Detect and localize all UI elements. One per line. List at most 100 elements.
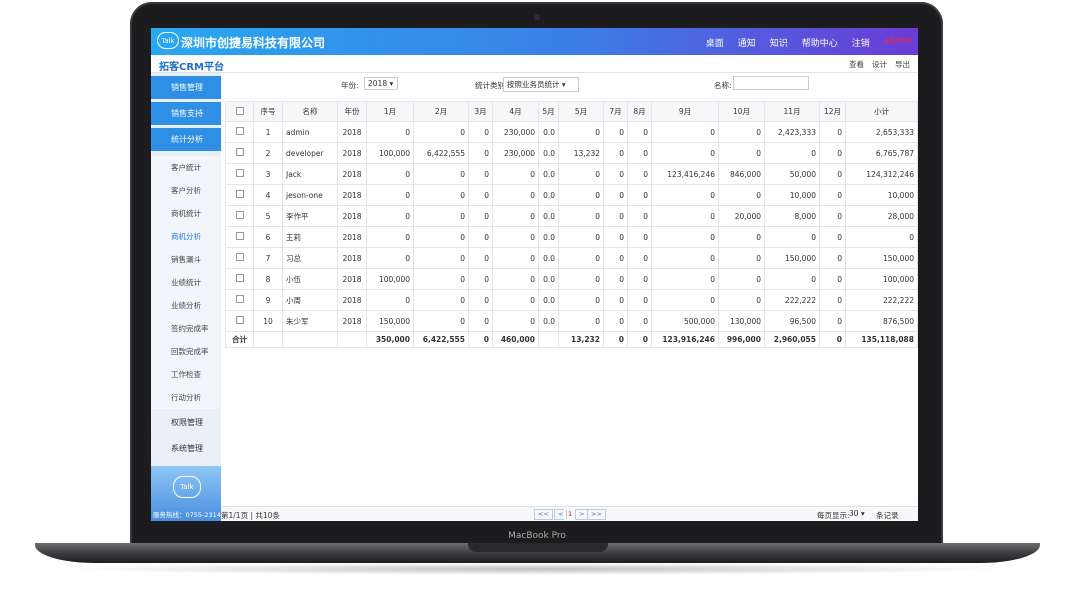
cell: 8,000 [764, 205, 820, 227]
checkbox-cell [225, 268, 254, 290]
per-page-suffix: 条记录 [876, 511, 899, 520]
category-select[interactable]: 按照业务员统计 ▾ [503, 77, 579, 92]
menu-item[interactable]: 回款完成率 [151, 340, 221, 363]
column-header: 10月 [718, 101, 765, 122]
total-cell: 13,232 [558, 331, 604, 348]
cell: 0 [558, 247, 604, 269]
table-row: 6 王莉 2018 0 0 0 0 0.0 0 0 0 0 0 0 0 0 [225, 226, 918, 248]
nav-item[interactable]: 注销 [851, 39, 870, 49]
screen: Talk 深圳市创捷易科技有限公司 桌面 通知 知识 帮助中心 注销 admin 拓客CR… [151, 28, 918, 521]
table-row: 8 小伍 2018 100,000 0 0 0 0.0 0 0 0 0 0 0 0 100,000 [225, 268, 918, 290]
menu-group[interactable]: 统计分析 [151, 128, 221, 151]
name-label: 名称: [714, 81, 732, 90]
per-page-value: 30 [849, 509, 859, 518]
total-cell: 2,960,055 [764, 331, 820, 348]
empty-cell [282, 331, 338, 348]
action[interactable]: 导出 [895, 60, 910, 69]
checkbox-cell [225, 289, 254, 311]
year-label: 年份: [341, 81, 359, 90]
checkbox[interactable] [235, 274, 244, 282]
checkbox[interactable] [235, 232, 244, 240]
column-header: 1月 [366, 101, 414, 122]
menu-group[interactable]: 销售管理 [151, 76, 221, 99]
filters: 年份: 2018 ▾ 统计类别: 按照业务员统计 ▾ 名称: [221, 74, 918, 94]
prev-page[interactable]: < [554, 509, 568, 520]
cell: 0 [718, 247, 765, 269]
name-input[interactable] [733, 76, 809, 90]
checkbox[interactable] [235, 295, 244, 303]
checkbox[interactable] [235, 253, 244, 261]
menu-item[interactable]: 业绩分析 [151, 294, 221, 317]
sidebar: Talk 服务热线：0755-23140172 销售管理销售支持统计分析客户统计… [151, 73, 237, 521]
nav-item[interactable]: admin [883, 36, 912, 46]
column-header: 4月 [492, 101, 539, 122]
action[interactable]: 查看 [849, 60, 864, 69]
checkbox[interactable] [235, 316, 244, 324]
cell: 0 [819, 121, 846, 143]
cell: 10,000 [764, 184, 820, 206]
cell: 100,000 [366, 142, 414, 164]
menu-item[interactable]: 签约完成率 [151, 317, 221, 340]
page-info: 第1/1页 | 共10条 [221, 511, 280, 520]
cell: 朱少军 [282, 310, 338, 332]
nav-item[interactable]: 帮助中心 [801, 39, 838, 49]
first-page[interactable]: << [534, 509, 553, 520]
cell: 0 [492, 226, 539, 248]
column-header: 年份 [337, 101, 367, 122]
menu-item[interactable]: 商机统计 [151, 202, 221, 225]
cell: 0 [468, 289, 493, 311]
cell: 0.0 [538, 289, 559, 311]
cell: 李作平 [282, 205, 338, 227]
year-select[interactable]: 2018 ▾ [364, 77, 398, 90]
cell: 0 [366, 121, 414, 143]
last-page[interactable]: >> [587, 509, 606, 520]
empty-cell [337, 331, 367, 348]
cell: 0 [603, 226, 628, 248]
menu-item[interactable]: 业绩统计 [151, 271, 221, 294]
checkbox[interactable] [235, 148, 244, 156]
cell: 6,765,787 [845, 142, 918, 164]
total-cell: 135,118,088 [845, 331, 918, 348]
nav-item[interactable]: 知识 [769, 39, 788, 49]
cell: 0 [764, 142, 820, 164]
checkbox[interactable] [235, 211, 244, 219]
cell: 0 [627, 289, 652, 311]
menu-item[interactable]: 客户分析 [151, 179, 221, 202]
checkbox[interactable] [235, 169, 244, 177]
cell: 0 [413, 268, 469, 290]
menu-item[interactable]: 工作检查 [151, 363, 221, 386]
logo-text: Talk [173, 476, 201, 498]
sidebar-logo: Talk 服务热线：0755-23140172 [151, 466, 237, 521]
total-cell: 6,422,555 [413, 331, 469, 348]
total-cell: 0 [468, 331, 493, 348]
total-cell: 123,916,246 [651, 331, 719, 348]
nav-item[interactable]: 桌面 [705, 39, 724, 49]
menu-item[interactable]: 行动分析 [151, 386, 221, 409]
cell: 0 [492, 268, 539, 290]
cell: 0 [492, 289, 539, 311]
cell: 2018 [337, 268, 367, 290]
menu-item[interactable]: 客户统计 [151, 156, 221, 179]
per-page-select[interactable]: 30 ▾ [849, 509, 865, 518]
cell: 0 [819, 289, 846, 311]
nav-item[interactable]: 通知 [737, 39, 756, 49]
cell: 王莉 [282, 226, 338, 248]
menu-item[interactable]: 商机分析 [151, 225, 221, 248]
menu-group[interactable]: 销售支持 [151, 102, 221, 125]
cell: 0 [718, 184, 765, 206]
checkbox[interactable] [235, 190, 244, 198]
device-label: MacBook Pro [508, 531, 566, 541]
menu-group[interactable]: 系统管理 [151, 437, 221, 460]
cell: 0 [627, 121, 652, 143]
cell: 0 [366, 289, 414, 311]
cell: 846,000 [718, 163, 765, 185]
cell: 0 [845, 226, 918, 248]
cell: 0 [468, 205, 493, 227]
cell: 10 [253, 310, 283, 332]
menu-group[interactable]: 权限管理 [151, 411, 221, 434]
checkbox[interactable] [235, 127, 244, 135]
menu-item[interactable]: 销售漏斗 [151, 248, 221, 271]
action[interactable]: 设计 [872, 60, 887, 69]
column-header: 5月 [558, 101, 604, 122]
checkbox[interactable] [235, 106, 244, 115]
